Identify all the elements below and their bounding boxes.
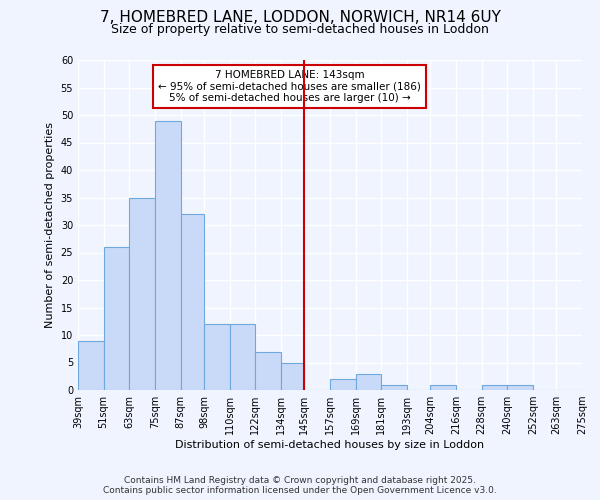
Bar [381,384,407,390]
Bar [181,214,204,390]
Text: 7 HOMEBRED LANE: 143sqm
← 95% of semi-detached houses are smaller (186)
5% of se: 7 HOMEBRED LANE: 143sqm ← 95% of semi-de… [158,70,421,103]
X-axis label: Distribution of semi-detached houses by size in Loddon: Distribution of semi-detached houses by … [175,440,485,450]
Bar [78,340,104,390]
Bar [255,352,281,390]
Text: Contains HM Land Registry data © Crown copyright and database right 2025.
Contai: Contains HM Land Registry data © Crown c… [103,476,497,495]
Bar [507,384,533,390]
Text: 7, HOMEBRED LANE, LODDON, NORWICH, NR14 6UY: 7, HOMEBRED LANE, LODDON, NORWICH, NR14 … [100,10,500,25]
Bar [129,198,155,390]
Bar [104,247,129,390]
Bar [330,379,356,390]
Bar [482,384,507,390]
Bar [155,120,181,390]
Bar [356,374,381,390]
Text: Size of property relative to semi-detached houses in Loddon: Size of property relative to semi-detach… [111,22,489,36]
Bar [281,362,304,390]
Y-axis label: Number of semi-detached properties: Number of semi-detached properties [45,122,55,328]
Bar [430,384,456,390]
Bar [230,324,255,390]
Bar [204,324,230,390]
